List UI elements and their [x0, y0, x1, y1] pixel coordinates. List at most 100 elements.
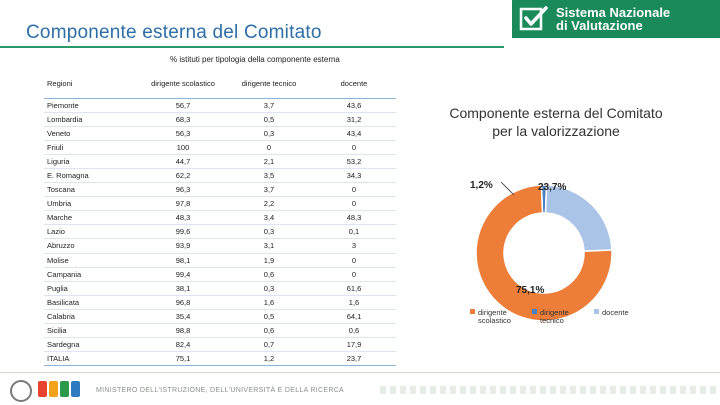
cell-region: Umbria: [44, 196, 140, 212]
label-dirigente-scolastico: 75,1%: [516, 285, 544, 296]
table-row: Sardegna 82,4 0,7 17,9: [44, 337, 396, 353]
table-row: Toscana 96,3 3,7 0: [44, 182, 396, 198]
cell-dirigente-tecnico: 0,7: [226, 337, 312, 353]
label-dirigente-tecnico: 1,2%: [470, 180, 493, 191]
cell-dirigente-tecnico: 3,1: [226, 238, 312, 254]
cell-docente: 64,1: [312, 309, 396, 325]
snv-brand-logo: Sistema Nazionale di Valutazione: [512, 0, 720, 38]
cell-dirigente-tecnico: 3,7: [226, 182, 312, 198]
cell-dirigente-scolastico: 96,3: [140, 182, 226, 198]
table-row: Liguria 44,7 2,1 53,2: [44, 154, 396, 169]
miur-logo-block: [71, 381, 80, 397]
cell-dirigente-scolastico: 56,7: [140, 98, 226, 113]
side-description: Componente esterna del Comitato per la v…: [449, 105, 663, 139]
chart-legend: dirigentescolasticodirigentetecnicodocen…: [470, 308, 629, 325]
cell-dirigente-scolastico: 35,4: [140, 309, 226, 325]
table-row: Lazio 99,6 0,3 0,1: [44, 224, 396, 240]
cell-dirigente-tecnico: 1,6: [226, 295, 312, 310]
brand-line-1: Sistema Nazionale: [556, 5, 671, 20]
cell-dirigente-tecnico: 2,2: [226, 196, 312, 212]
cell-docente: 61,6: [312, 281, 396, 296]
table-row: Umbria 97,8 2,2 0: [44, 196, 396, 212]
cell-dirigente-tecnico: 0,5: [226, 112, 312, 127]
cell-region: Piemonte: [44, 98, 140, 113]
cell-docente: 3: [312, 238, 396, 254]
title-divider: [0, 46, 504, 48]
cell-dirigente-tecnico: 0,6: [226, 323, 312, 339]
miur-logo-block: [60, 381, 69, 397]
cell-region: Campania: [44, 267, 140, 282]
cell-dirigente-scolastico: 98,8: [140, 323, 226, 339]
legend-swatch: [532, 309, 537, 314]
table-row: Molise 98,1 1,9 0: [44, 253, 396, 268]
donut-chart: 1,2% 23,7% 75,1% dirigentescolasticodiri…: [470, 180, 629, 325]
cell-dirigente-scolastico: 62,2: [140, 168, 226, 184]
miur-logo: [38, 381, 80, 397]
cell-docente: 0: [312, 267, 396, 282]
header-regioni: Regioni: [44, 70, 140, 99]
regional-table: Regioni dirigente scolastico dirigente t…: [44, 70, 396, 367]
header-docente: docente: [312, 70, 396, 99]
cell-docente: 0: [312, 182, 396, 198]
slice-dirigente-scolastico: [475, 184, 613, 322]
cell-dirigente-tecnico: 0,3: [226, 281, 312, 296]
cell-docente: 48,3: [312, 210, 396, 226]
table-row: Campania 99,4 0,6 0: [44, 267, 396, 282]
table-row: Marche 48,3 3,4 48,3: [44, 210, 396, 226]
table-row: Puglia 38,1 0,3 61,6: [44, 281, 396, 296]
legend-swatch: [470, 309, 475, 314]
header-dirigente-scolastico: dirigente scolastico: [140, 70, 226, 99]
table-row: Friuli 100 0 0: [44, 140, 396, 155]
miur-logo-block: [49, 381, 58, 397]
legend-label: docente: [602, 308, 629, 317]
decorative-strip: [380, 386, 720, 394]
cell-region: Friuli: [44, 140, 140, 155]
cell-dirigente-scolastico: 82,4: [140, 337, 226, 353]
cell-docente: 0: [312, 196, 396, 212]
label-docente: 23,7%: [538, 182, 566, 193]
cell-docente: 17,9: [312, 337, 396, 353]
table-row: Veneto 56,3 0,3 43,4: [44, 126, 396, 141]
table-header-row: Regioni dirigente scolastico dirigente t…: [44, 70, 396, 99]
legend-label: tecnico: [540, 316, 564, 325]
cell-region: Liguria: [44, 154, 140, 169]
cell-docente: 0: [312, 140, 396, 155]
ministry-name: MINISTERO DELL'ISTRUZIONE, DELL'UNIVERSI…: [96, 387, 345, 394]
miur-logo-block: [38, 381, 47, 397]
cell-docente: 23,7: [312, 351, 396, 367]
footer: MINISTERO DELL'ISTRUZIONE, DELL'UNIVERSI…: [0, 376, 720, 405]
cell-region: Lombardia: [44, 112, 140, 127]
legend-label: dirigente: [540, 308, 569, 317]
cell-docente: 34,3: [312, 168, 396, 184]
slice-docente: [544, 184, 613, 253]
cell-dirigente-tecnico: 0,5: [226, 309, 312, 325]
cell-region: Sardegna: [44, 337, 140, 353]
italian-republic-emblem: [10, 380, 32, 402]
cell-region: Molise: [44, 253, 140, 268]
legend-label: scolastico: [478, 316, 511, 325]
cell-dirigente-tecnico: 3,5: [226, 168, 312, 184]
table-body: Piemonte 56,7 3,7 43,6 Lombardia 68,3 0,5 31,2 V…: [44, 98, 396, 367]
cell-region: ITALIA: [44, 351, 140, 367]
footer-divider: [0, 372, 720, 373]
legend-label: dirigente: [478, 308, 507, 317]
cell-dirigente-scolastico: 56,3: [140, 126, 226, 141]
cell-dirigente-tecnico: 0,3: [226, 224, 312, 240]
table-row: E. Romagna 62,2 3,5 34,3: [44, 168, 396, 184]
brand-name: Sistema Nazionale di Valutazione: [556, 6, 670, 32]
brand-line-2: di Valutazione: [556, 18, 643, 33]
cell-dirigente-tecnico: 2,1: [226, 154, 312, 169]
cell-docente: 31,2: [312, 112, 396, 127]
cell-dirigente-scolastico: 99,6: [140, 224, 226, 240]
cell-dirigente-scolastico: 99,4: [140, 267, 226, 282]
header-dirigente-tecnico: dirigente tecnico: [226, 70, 312, 99]
table-row: Lombardia 68,3 0,5 31,2: [44, 112, 396, 127]
cell-docente: 43,6: [312, 98, 396, 113]
cell-docente: 0,6: [312, 323, 396, 339]
cell-dirigente-scolastico: 75,1: [140, 351, 226, 367]
cell-dirigente-scolastico: 48,3: [140, 210, 226, 226]
cell-dirigente-tecnico: 3,4: [226, 210, 312, 226]
cell-dirigente-scolastico: 44,7: [140, 154, 226, 169]
cell-dirigente-scolastico: 68,3: [140, 112, 226, 127]
cell-docente: 53,2: [312, 154, 396, 169]
